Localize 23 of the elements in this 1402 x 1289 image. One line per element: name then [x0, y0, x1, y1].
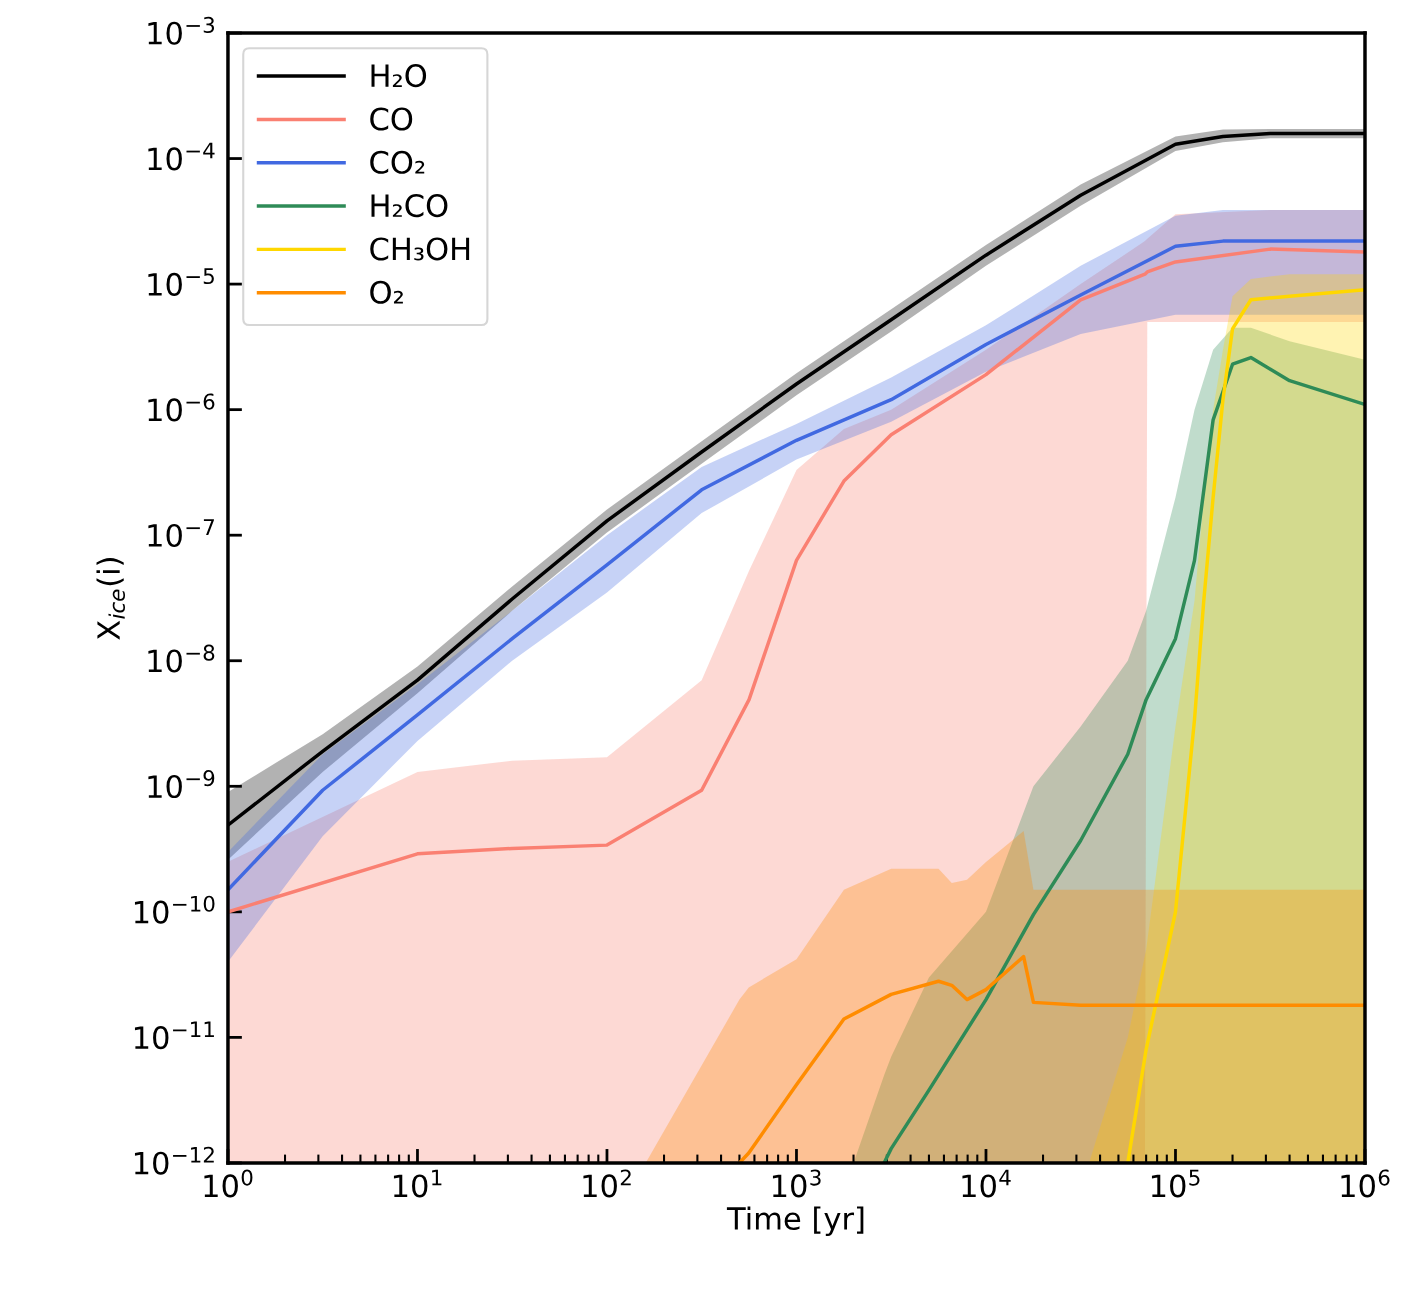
y-tick-label: 10$^{−3}$ [148, 16, 215, 45]
x-tick-label: 10$^{4}$ [962, 1169, 1011, 1198]
legend-label: H₂CO [371, 194, 448, 218]
y-tick-label: 10$^{−7}$ [148, 519, 214, 548]
legend-label: CH₃OH [370, 237, 470, 261]
y-tick-label: 10$^{−10}$ [134, 895, 215, 924]
legend-label: O₂ [370, 280, 403, 304]
x-tick-label: 10$^{3}$ [772, 1169, 821, 1198]
legend-label: CO₂ [370, 150, 425, 174]
y-tick-label: 10$^{−11}$ [134, 1021, 214, 1050]
legend-label: H₂O [371, 64, 427, 88]
y-tick-label: 10$^{−9}$ [148, 770, 215, 799]
x-axis-title: Time [yr] [726, 1206, 864, 1236]
x-tick-label: 10$^{2}$ [583, 1169, 631, 1198]
x-tick-label: 10$^{1}$ [393, 1169, 442, 1198]
y-tick-label: 10$^{−6}$ [148, 393, 215, 422]
x-tick-label: 10$^{6}$ [1341, 1169, 1390, 1198]
legend-label: CO [370, 107, 413, 131]
x-tick-label: 10$^{5}$ [1151, 1169, 1200, 1198]
y-tick-label: 10$^{−5}$ [148, 268, 214, 296]
y-axis-title: X$_{ice}$(i) [96, 558, 126, 640]
y-tick-label: 10$^{−4}$ [148, 142, 215, 171]
y-tick-label: 10$^{−8}$ [148, 644, 215, 673]
